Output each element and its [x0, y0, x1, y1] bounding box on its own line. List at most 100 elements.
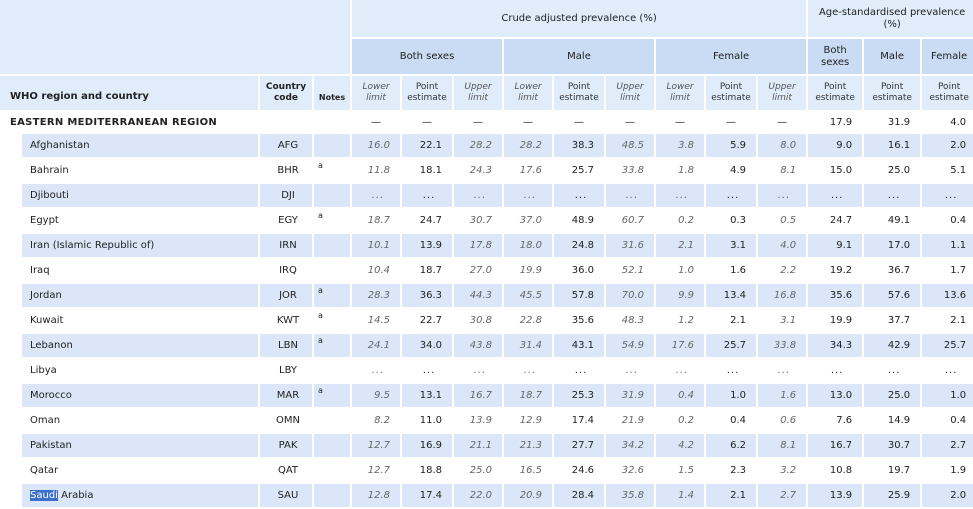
country-name-rest: Arabia: [57, 490, 94, 501]
value-cell: 13.1: [402, 384, 452, 407]
value-cell: 8.0: [758, 134, 807, 157]
value-cell: 25.7: [922, 334, 973, 357]
note-marker: [314, 459, 350, 482]
country-name: Pakistan: [22, 434, 258, 457]
country-code: PAK: [260, 434, 312, 457]
value-cell: 9.5: [352, 384, 400, 407]
note-marker: [314, 134, 350, 157]
value-cell: 31.9: [606, 384, 654, 407]
country-name: Oman: [22, 409, 258, 432]
value-cell: 0.3: [706, 209, 756, 232]
value-cell: 45.5: [504, 284, 552, 307]
male-header: Male: [504, 39, 654, 74]
value-cell: 35.6: [554, 309, 604, 332]
value-cell: 49.1: [864, 209, 921, 232]
value-cell: 3.2: [758, 459, 807, 482]
value-cell: 8.1: [758, 434, 807, 457]
both-sexes-header: Both sexes: [352, 39, 502, 74]
table-row: Iraq IRQ 10.4 18.7 27.0 19.9 36.0 52.1 1.0 1.6 2.2…: [0, 259, 973, 282]
value-cell: 18.0: [504, 234, 552, 257]
value-cell: 43.1: [554, 334, 604, 357]
region-dash: —: [402, 112, 452, 132]
note-marker: [314, 434, 350, 457]
value-cell: 25.7: [706, 334, 756, 357]
value-cell: ...: [706, 359, 756, 382]
value-cell: 24.6: [554, 459, 604, 482]
value-cell: 33.8: [758, 334, 807, 357]
value-cell: 19.9: [504, 259, 552, 282]
value-cell: 24.7: [402, 209, 452, 232]
table-row: Oman OMN 8.2 11.0 13.9 12.9 17.4 21.9 0.2 0.4 0.6 7…: [0, 409, 973, 432]
value-cell: 1.0: [706, 384, 756, 407]
value-cell: 2.1: [922, 309, 973, 332]
value-cell: 30.7: [454, 209, 502, 232]
value-cell: ...: [606, 359, 654, 382]
country-code: OMN: [260, 409, 312, 432]
value-cell: 19.7: [864, 459, 921, 482]
point-estimate-header: Point estimate: [864, 76, 921, 110]
value-cell: 1.4: [656, 484, 704, 507]
value-cell: 1.0: [922, 384, 973, 407]
table-row: Bahrain BHR a 11.8 18.1 24.3 17.6 25.7 33.8 1.8 4.…: [0, 159, 973, 182]
value-cell: 3.1: [758, 309, 807, 332]
value-cell: 18.1: [402, 159, 452, 182]
value-cell: 18.8: [402, 459, 452, 482]
value-cell: 31.6: [606, 234, 654, 257]
row-indent: [0, 309, 20, 332]
note-marker: a: [314, 284, 350, 307]
value-cell: 5.1: [922, 159, 973, 182]
country-name: Djibouti: [22, 184, 258, 207]
lower-limit-header: Lower limit: [656, 76, 704, 110]
note-marker: a: [314, 334, 350, 357]
value-cell: 16.9: [402, 434, 452, 457]
value-cell: 24.3: [454, 159, 502, 182]
age-male-header: Male: [864, 39, 921, 74]
value-cell: 1.7: [922, 259, 973, 282]
value-cell: 13.9: [808, 484, 863, 507]
country-name: Jordan: [22, 284, 258, 307]
value-cell: 13.6: [922, 284, 973, 307]
table-row: Libya LBY................................…: [0, 359, 973, 382]
country-name: Morocco: [22, 384, 258, 407]
region-age-male: 31.9: [864, 112, 921, 132]
value-cell: 16.0: [352, 134, 400, 157]
selected-text[interactable]: Saudi: [30, 490, 58, 501]
row-indent: [0, 184, 20, 207]
value-cell: 0.5: [758, 209, 807, 232]
value-cell: 11.0: [402, 409, 452, 432]
row-indent: [0, 159, 20, 182]
lower-limit-header: Lower limit: [504, 76, 552, 110]
note-marker: [314, 184, 350, 207]
value-cell: ...: [454, 359, 502, 382]
table-row: Iran (Islamic Republic of) IRN 10.1 13.9 17.…: [0, 234, 973, 257]
value-cell: 0.2: [656, 409, 704, 432]
value-cell: 27.0: [454, 259, 502, 282]
region-country-column-header: WHO region and country: [0, 76, 258, 110]
value-cell: 12.9: [504, 409, 552, 432]
region-dash: —: [758, 112, 807, 132]
upper-limit-header: Upper limit: [454, 76, 502, 110]
region-row: EASTERN MEDITERRANEAN REGION — — — — — —…: [0, 112, 973, 132]
country-code: JOR: [260, 284, 312, 307]
note-marker: [314, 259, 350, 282]
point-estimate-header: Point estimate: [554, 76, 604, 110]
value-cell: 13.4: [706, 284, 756, 307]
country-code: SAU: [260, 484, 312, 507]
region-dash: —: [656, 112, 704, 132]
value-cell: 19.9: [808, 309, 863, 332]
country-code: AFG: [260, 134, 312, 157]
value-cell: 10.4: [352, 259, 400, 282]
value-cell: 14.9: [864, 409, 921, 432]
value-cell: 17.6: [656, 334, 704, 357]
value-cell: 28.3: [352, 284, 400, 307]
table-row: Egypt EGY a 18.7 24.7 30.7 37.0 48.9 60.7 0.2 0.3 0…: [0, 209, 973, 232]
region-dash: —: [352, 112, 400, 132]
value-cell: 2.3: [706, 459, 756, 482]
value-cell: 24.1: [352, 334, 400, 357]
value-cell: ...: [864, 184, 921, 207]
value-cell: 7.6: [808, 409, 863, 432]
value-cell: 21.3: [504, 434, 552, 457]
row-indent: [0, 234, 20, 257]
table-row: Qatar QAT 12.7 18.8 25.0 16.5 24.6 32.6 1.5 2.3 3.…: [0, 459, 973, 482]
